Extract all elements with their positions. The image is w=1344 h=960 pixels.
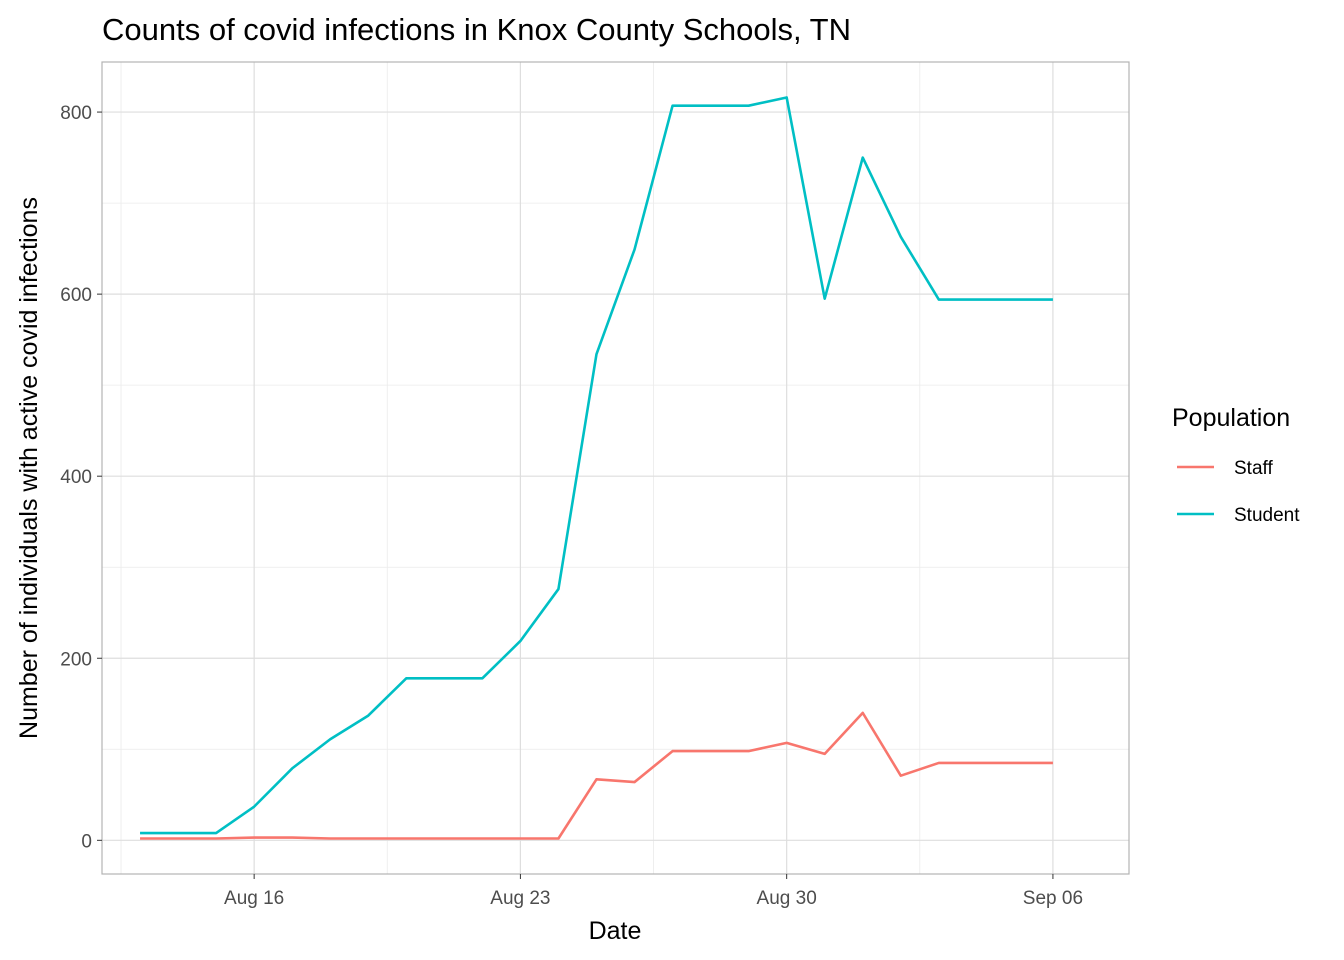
legend-title: Population <box>1172 404 1290 432</box>
legend-items: Staff Student <box>1177 458 1300 526</box>
chart-title: Counts of covid infections in Knox Count… <box>102 12 851 47</box>
y-tick-label: 400 <box>60 467 92 488</box>
legend-label-student: Student <box>1234 505 1300 526</box>
series-line-staff <box>140 711 1053 840</box>
tick-layer: 0 200 400 600 800 Aug 16 Aug 23 Aug 30 Sep 06 <box>60 103 1083 909</box>
y-tick-label: 200 <box>60 649 92 670</box>
x-tick-label: Aug 16 <box>224 888 284 909</box>
series-layer <box>140 96 1053 840</box>
legend: Population Staff Student <box>1172 404 1300 526</box>
x-axis-title: Date <box>589 917 642 945</box>
series-line-student <box>140 96 1053 835</box>
y-tick-label: 0 <box>81 831 92 852</box>
plot-panel-border <box>101 61 1130 875</box>
x-tick-label: Sep 06 <box>1023 888 1083 909</box>
y-tick-label: 600 <box>60 285 92 306</box>
legend-label-staff: Staff <box>1234 458 1273 479</box>
y-axis-title: Number of individuals with active covid … <box>15 197 43 739</box>
y-tick-label: 800 <box>60 103 92 124</box>
grid-layer <box>102 62 1129 874</box>
x-tick-label: Aug 30 <box>757 888 817 909</box>
x-tick-label: Aug 23 <box>490 888 550 909</box>
